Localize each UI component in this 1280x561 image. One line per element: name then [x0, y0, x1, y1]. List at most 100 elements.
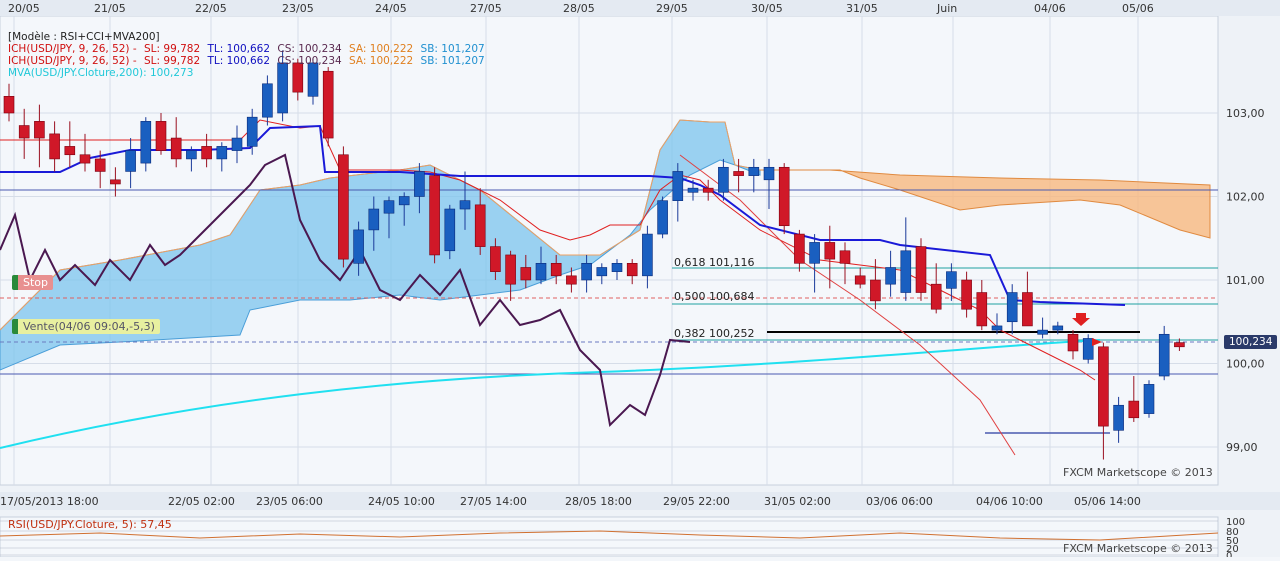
candle-bullish	[1113, 404, 1124, 431]
rsi-tick-label: 80	[1226, 527, 1239, 538]
candle-bearish	[1174, 342, 1185, 348]
candle-bearish	[1098, 346, 1109, 427]
candle-bullish	[1037, 329, 1048, 335]
candle-bearish	[64, 146, 76, 156]
candle-bearish	[961, 279, 972, 310]
candle-bearish	[839, 250, 851, 264]
top-date-label: 21/05	[94, 2, 126, 15]
bottom-date-label: 03/06 06:00	[866, 495, 933, 508]
top-date-label: 23/05	[282, 2, 314, 15]
candle-bearish	[3, 96, 15, 114]
candle-bullish	[1143, 384, 1155, 414]
top-date-label: 04/06	[1034, 2, 1066, 15]
bottom-date-label: 04/06 10:00	[976, 495, 1043, 508]
candle-bearish	[292, 62, 304, 93]
candle-bearish	[505, 254, 516, 285]
rsi-tick-label: 20	[1226, 544, 1239, 555]
candle-bullish	[535, 262, 547, 281]
bottom-date-label: 22/05 02:00	[168, 495, 235, 508]
candle-bearish	[626, 262, 638, 277]
candle-bullish	[1158, 333, 1170, 377]
candle-bearish	[170, 137, 182, 160]
candle-bearish	[566, 275, 577, 285]
candle-bullish	[277, 62, 288, 114]
candle-bullish	[444, 208, 456, 252]
candle-bearish	[794, 233, 805, 264]
top-date-label: 22/05	[195, 2, 227, 15]
y-tick-label: 99,00	[1226, 441, 1258, 454]
bottom-date-label: 28/05 18:00	[565, 495, 632, 508]
rsi-line	[0, 530, 1219, 541]
candle-bullish	[1052, 325, 1064, 331]
candle-bearish	[702, 187, 714, 193]
fib-label-f500: 0,500 100,684	[674, 290, 754, 303]
bottom-date-label: 23/05 06:00	[256, 495, 323, 508]
candle-bullish	[140, 121, 152, 164]
bottom-date-label: 27/05 14:00	[460, 495, 527, 508]
bottom-date-label: 05/06 14:00	[1074, 495, 1141, 508]
candle-bullish	[991, 325, 1003, 331]
candle-bullish	[718, 166, 729, 193]
bottom-axis-band	[0, 492, 1280, 510]
senkou-span-a	[0, 119, 761, 331]
candle-bullish	[900, 250, 912, 293]
rsi-tick-label: 50	[1226, 536, 1239, 547]
bottom-date-label: 31/05 02:00	[764, 495, 831, 508]
candle-bullish	[1082, 338, 1094, 360]
rsi-tick-label: 0	[1226, 551, 1232, 557]
candle-bearish	[155, 121, 167, 151]
candle-bullish	[186, 150, 197, 160]
candle-bullish	[125, 150, 136, 172]
candle-bearish	[18, 125, 30, 139]
candle-bullish	[398, 196, 410, 206]
candle-bullish	[459, 200, 471, 210]
candle-bullish	[353, 229, 364, 264]
candle-bullish	[657, 200, 668, 235]
sell-tag[interactable]: Vente(04/06 09:04,-5,3)	[12, 319, 160, 334]
current-price-badge: 100,234	[1224, 335, 1278, 349]
price-marker-icon	[1092, 338, 1102, 346]
ichimoku-legend-2: ICH(USD/JPY, 9, 26, 52) - SL: 99,782 TL:…	[8, 55, 485, 67]
candle-bearish	[338, 154, 349, 260]
candle-bearish	[733, 171, 744, 176]
candle-bullish	[246, 116, 258, 147]
candle-bullish	[368, 208, 380, 231]
stop-tag[interactable]: Stop	[12, 275, 54, 290]
ichimoku-cloud-bearish	[760, 169, 1211, 239]
y-tick-label: 103,00	[1226, 107, 1265, 120]
y-tick-label: 102,00	[1226, 191, 1265, 204]
candle-bearish	[79, 154, 91, 164]
candle-bearish	[930, 283, 942, 310]
sell-arrow-icon	[1072, 313, 1090, 326]
candle-bullish	[414, 171, 425, 197]
fib-label-f618: 0,618 101,116	[674, 256, 754, 269]
candle-bearish	[870, 279, 881, 302]
candle-bullish	[763, 166, 775, 181]
candle-bullish	[672, 171, 684, 201]
candle-bullish	[231, 137, 243, 151]
candle-bearish	[550, 262, 562, 277]
top-date-label: 27/05	[470, 2, 502, 15]
candle-bearish	[915, 246, 927, 293]
candle-bearish	[429, 175, 440, 256]
candle-bullish	[383, 200, 395, 214]
candle-bearish	[474, 204, 486, 247]
candle-bullish	[596, 267, 608, 277]
chikou-span-line	[0, 153, 691, 428]
candle-bullish	[262, 83, 273, 118]
candle-bullish	[611, 262, 623, 272]
trend-line	[679, 154, 1016, 456]
bottom-date-label: 29/05 22:00	[663, 495, 730, 508]
y-tick-label: 100,00	[1226, 358, 1265, 371]
candle-bullish	[885, 267, 896, 285]
candle-bearish	[1022, 292, 1033, 327]
rsi-tick-label: 100	[1226, 517, 1245, 528]
candle-bullish	[216, 146, 228, 160]
candle-bearish	[778, 166, 790, 227]
candle-bullish	[642, 233, 653, 277]
candle-bullish	[1006, 292, 1018, 323]
y-tick-label: 101,00	[1226, 274, 1265, 287]
candle-bearish	[1128, 400, 1140, 419]
bottom-date-label: 17/05/2013 18:00	[0, 495, 99, 508]
